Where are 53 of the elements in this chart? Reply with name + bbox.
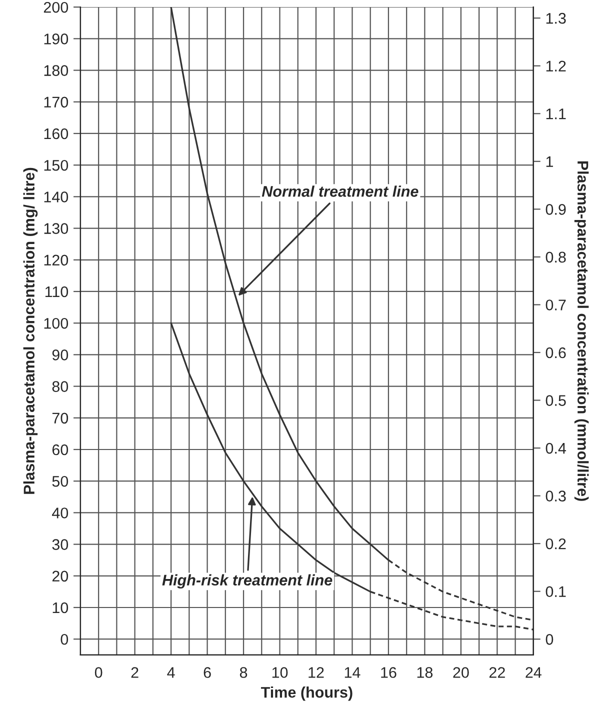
y2-tick-label: 0.9 [546, 204, 566, 215]
y-tick-label: 100 [44, 318, 68, 329]
y-tick-label: 20 [52, 570, 68, 582]
y2-axis-title: Plasma-paracetamol concentration (mmol/litre) [574, 161, 589, 501]
y-tick-label: 110 [45, 286, 68, 298]
y-tick-label: 130 [44, 223, 68, 234]
y2-tick-label: 0.3 [546, 490, 566, 502]
y2-tick-label: 0 [546, 634, 554, 645]
x-tick-label: 6 [204, 667, 211, 678]
y-tick-label: 200 [44, 2, 68, 13]
x-tick-label: 10 [272, 667, 288, 678]
x-tick-label: 22 [489, 667, 505, 678]
y2-tick-label: 0.1 [546, 586, 566, 598]
x-tick-label: 8 [240, 667, 248, 678]
x-tick-label: 14 [344, 667, 360, 678]
y2-tick-label: 0.5 [546, 395, 566, 406]
y2-tick-label: 0.8 [546, 252, 566, 263]
y-tick-label: 0 [60, 634, 68, 645]
y-axis-title: Plasma-paracetamol concentration (mg/ litre) [23, 168, 38, 494]
y-tick-label: 120 [44, 254, 68, 266]
y2-tick-label: 1.2 [546, 60, 566, 72]
y-tick-label: 40 [52, 508, 68, 518]
y-tick-label: 170 [44, 96, 68, 108]
y-tick-label: 60 [52, 444, 68, 456]
y2-tick-label: 1.1 [546, 108, 566, 120]
annotation: Normal treatment line [262, 186, 418, 197]
y-tick-label: 10 [52, 602, 68, 614]
y-tick-label: 80 [52, 381, 68, 392]
annotation: High-risk treatment line [162, 574, 332, 589]
x-tick-label: 0 [94, 667, 102, 678]
y2-tick-label: 1 [546, 156, 553, 167]
y-tick-label: 190 [44, 34, 68, 44]
y2-tick-label: 0.7 [546, 300, 566, 310]
y2-tick-label: 0.2 [546, 538, 566, 550]
y2-tick-label: 1.3 [546, 12, 566, 24]
y-tick-label: 140 [44, 192, 68, 202]
y-tick-label: 70 [52, 412, 68, 424]
y-tick-label: 150 [44, 160, 68, 171]
x-tick-label: 18 [417, 667, 433, 678]
x-tick-label: 2 [131, 667, 138, 678]
y-tick-label: 180 [44, 65, 68, 76]
y-tick-label: 50 [52, 476, 68, 487]
x-tick-label: 20 [453, 667, 469, 678]
y2-tick-label: 0.4 [546, 442, 566, 454]
y-tick-label: 90 [52, 350, 68, 360]
y-tick-label: 30 [52, 539, 68, 550]
y-tick-label: 160 [44, 128, 68, 140]
x-tick-label: 12 [308, 667, 324, 678]
y2-tick-label: 0.6 [546, 347, 566, 358]
x-axis-title: Time (hours) [260, 686, 352, 701]
x-tick-label: 24 [526, 667, 542, 678]
x-tick-label: 4 [167, 667, 175, 678]
x-tick-label: 16 [381, 667, 396, 678]
